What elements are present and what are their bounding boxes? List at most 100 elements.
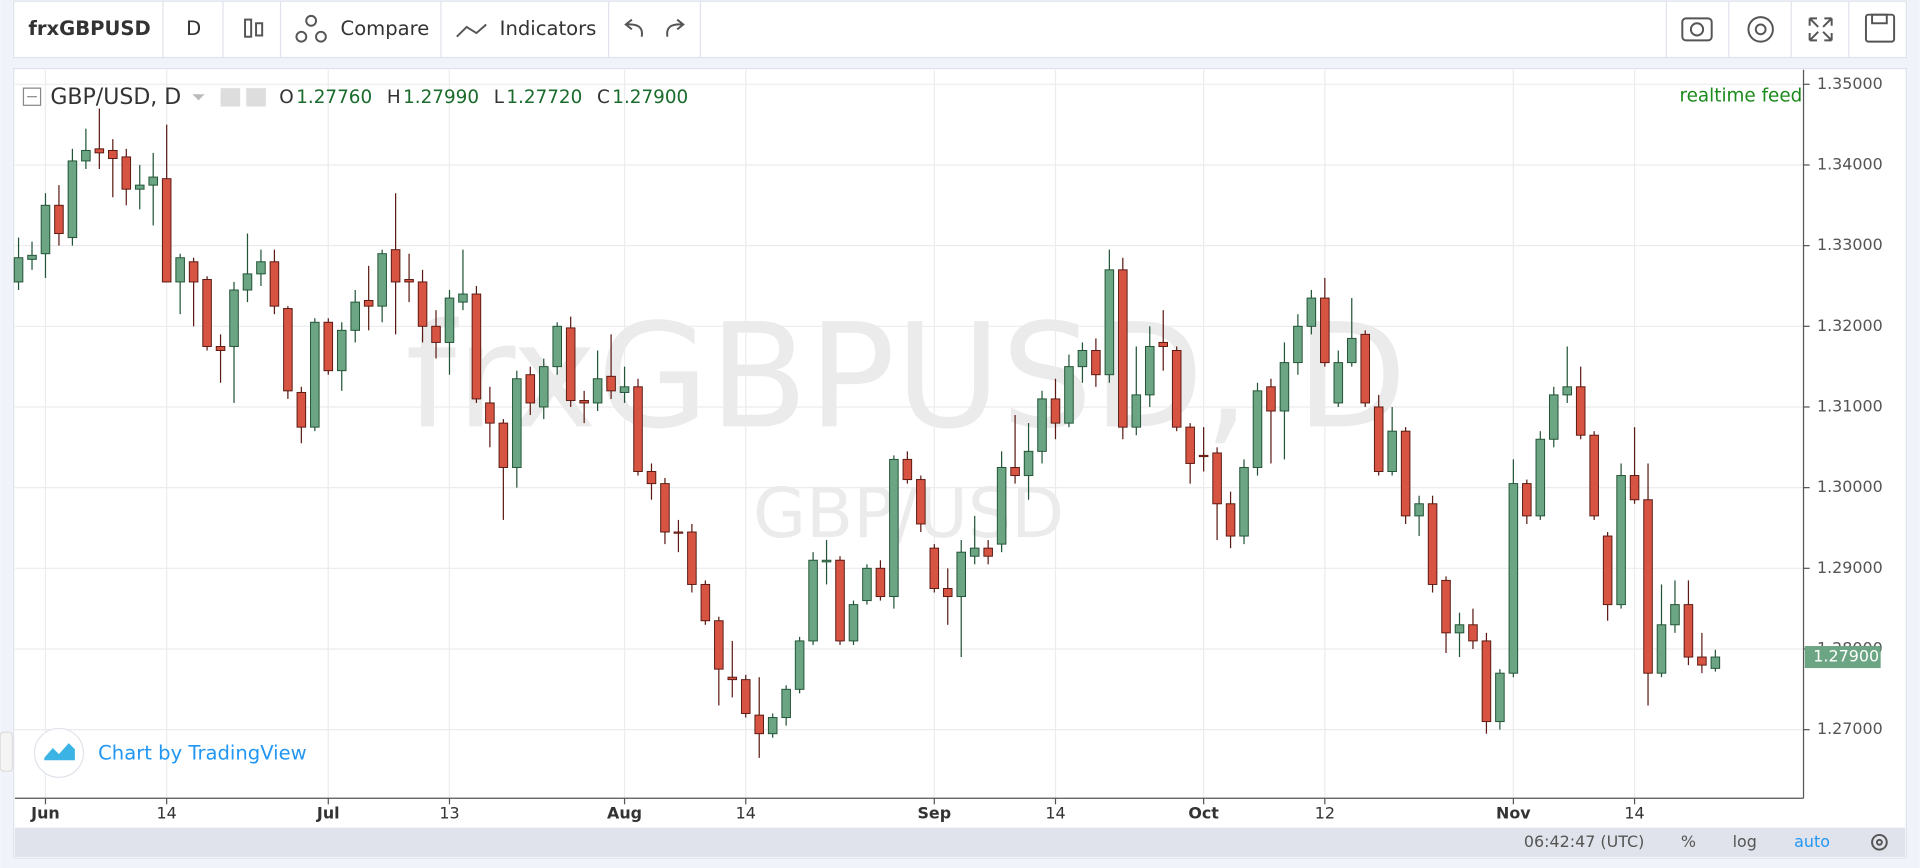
settings-small-button[interactable] <box>246 88 266 107</box>
candle-body <box>1575 386 1586 436</box>
candle-body <box>1293 325 1303 364</box>
watermark-subtitle: GBP/USD <box>753 474 1064 554</box>
logo-icon <box>44 743 75 761</box>
x-tick-label: Sep <box>917 804 951 823</box>
candle-body <box>134 184 145 190</box>
candle-body <box>1131 394 1142 428</box>
x-tick-label: 14 <box>1624 804 1644 823</box>
time-axis: Jun 14 Jul 13 Aug 14 Sep 14 Oct 12 Nov 14 <box>30 798 1645 823</box>
candle-body <box>283 308 293 392</box>
side-toggle[interactable] <box>0 731 14 772</box>
candle-body <box>498 422 509 468</box>
candle-body <box>1427 503 1438 585</box>
candle-body <box>1602 535 1613 606</box>
candle-body <box>1535 438 1546 517</box>
candle-body <box>256 261 266 275</box>
candle-body <box>673 531 684 534</box>
x-tick-label: Jun <box>30 804 60 823</box>
candle-body <box>942 587 953 598</box>
candle-body <box>1670 604 1680 626</box>
candle-body <box>1441 579 1451 634</box>
candle-body <box>727 676 738 681</box>
redo-button[interactable] <box>666 18 685 37</box>
candle-body <box>1522 483 1532 517</box>
ohlc-value: 1.27900 <box>612 87 688 108</box>
y-tick-label: 1.29000 <box>1817 558 1883 577</box>
candle-body <box>1064 366 1074 424</box>
candle-body <box>121 156 132 190</box>
candle-body <box>1346 337 1357 364</box>
percent-toggle[interactable]: % <box>1681 832 1696 851</box>
save-button[interactable] <box>1864 13 1896 43</box>
collapse-button[interactable] <box>22 87 42 106</box>
candle-body <box>1306 297 1317 327</box>
settings-button[interactable] <box>1747 16 1774 43</box>
undo-button[interactable] <box>624 18 643 37</box>
candle-body <box>269 261 280 307</box>
footer-settings-button[interactable] <box>1871 833 1888 851</box>
last-price-box <box>1804 646 1881 669</box>
candle-body <box>1158 341 1169 347</box>
auto-toggle[interactable]: auto <box>1794 832 1830 851</box>
chart-style-button[interactable] <box>244 18 264 38</box>
candle-body <box>1266 386 1276 412</box>
candle-body <box>1239 466 1249 537</box>
indicators-button[interactable]: Indicators <box>500 17 597 40</box>
candle-body <box>161 178 172 283</box>
candle-body <box>606 375 616 392</box>
candle-body <box>94 148 105 154</box>
candle-body <box>1185 426 1195 464</box>
candle-body <box>471 293 482 400</box>
candle-body <box>202 279 212 347</box>
candle-body <box>889 458 899 598</box>
last-price-label: 1.27900 <box>1813 647 1879 666</box>
candle-body <box>1212 452 1222 505</box>
candle-body <box>956 551 966 598</box>
log-toggle[interactable]: log <box>1733 832 1757 851</box>
candle-body <box>215 345 226 351</box>
x-tick-label: 12 <box>1315 804 1335 823</box>
candle-body <box>1198 454 1209 458</box>
candle-body <box>175 257 185 283</box>
compare-button[interactable]: Compare <box>341 17 430 40</box>
candle-body <box>687 531 697 585</box>
candle-body <box>1656 624 1667 674</box>
footer-bar <box>14 827 1906 857</box>
candle-body <box>929 547 940 589</box>
candle-body <box>431 325 441 343</box>
dropdown-icon[interactable] <box>192 94 205 101</box>
symbol-button[interactable]: frxGBPUSD <box>28 17 150 40</box>
candle-body <box>754 714 764 735</box>
ohlc-key: O <box>279 87 293 108</box>
y-tick-label: 1.31000 <box>1817 396 1883 415</box>
candle-body <box>1495 672 1505 723</box>
snapshot-button[interactable] <box>1681 17 1713 42</box>
tradingview-logo[interactable] <box>33 727 85 779</box>
candle-body <box>646 471 657 485</box>
candle-body <box>81 149 91 162</box>
candle-body <box>996 466 1007 545</box>
candle-body <box>1091 350 1101 376</box>
candle-body <box>781 688 791 719</box>
candle-body <box>1643 499 1653 674</box>
candle-body <box>40 204 51 255</box>
candle-body <box>969 547 980 557</box>
price-axis: 1.270001.280001.290001.300001.310001.320… <box>1803 74 1883 738</box>
visibility-button[interactable] <box>220 88 241 107</box>
candle-body <box>1683 604 1694 658</box>
interval-button[interactable]: D <box>186 17 201 40</box>
fullscreen-button[interactable] <box>1808 17 1833 42</box>
candle-body <box>1548 394 1559 440</box>
candle-body <box>862 567 872 602</box>
candle-body <box>350 301 360 331</box>
candle-body <box>1481 640 1492 723</box>
candle-body <box>1400 430 1411 517</box>
ohlc-key: H <box>387 87 401 108</box>
candle-body <box>458 293 468 303</box>
attribution-link[interactable]: Chart by TradingView <box>98 742 307 765</box>
ohlc-value: 1.27990 <box>403 87 479 108</box>
x-tick-label: Nov <box>1496 804 1531 823</box>
candle-body <box>565 327 576 402</box>
candle-body <box>108 149 118 160</box>
indicators-icon <box>456 23 487 38</box>
